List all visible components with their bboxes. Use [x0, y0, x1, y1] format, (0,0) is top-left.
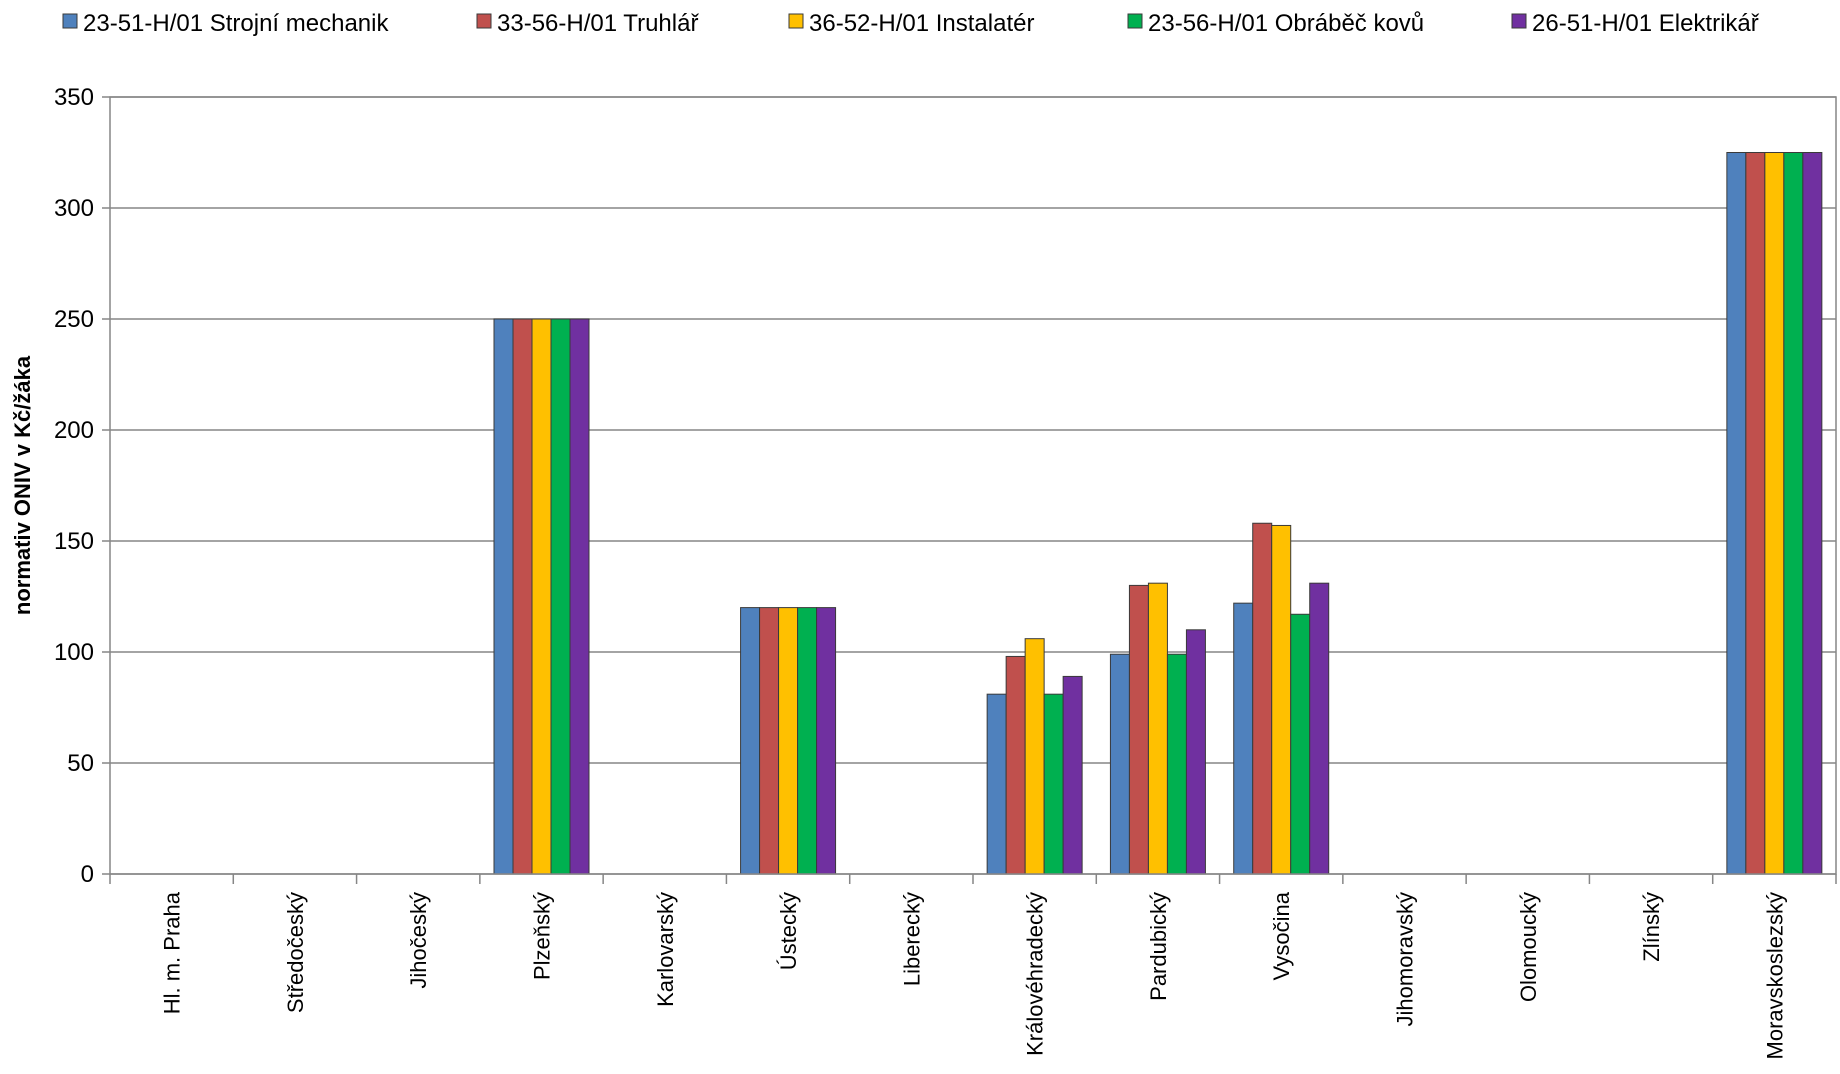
legend-swatch: [1127, 13, 1143, 29]
legend-label: 33-56-H/01 Truhlář: [497, 10, 699, 37]
legend-swatch: [476, 13, 492, 29]
bar: [1726, 152, 1747, 875]
bar: [1271, 524, 1292, 875]
bar: [1109, 653, 1130, 875]
y-tick-label: 100: [54, 639, 94, 666]
bar: [1185, 629, 1206, 875]
y-tick-label: 200: [54, 417, 94, 444]
x-tick-label: Středočeský: [283, 892, 308, 1013]
bar: [797, 607, 818, 875]
x-tick-label: Ústecký: [776, 892, 801, 970]
x-tick-label: Královéhradecký: [1023, 892, 1048, 1056]
x-tick-label: Zlínský: [1639, 892, 1664, 962]
y-tick-label: 250: [54, 306, 94, 333]
y-tick-label: 50: [67, 750, 94, 777]
y-tick-label: 350: [54, 84, 94, 111]
bar: [740, 607, 761, 875]
y-tick-label: 0: [81, 861, 94, 888]
plot-area: [109, 96, 1837, 875]
x-tick-label: Karlovarský: [653, 892, 678, 1007]
bar: [1062, 675, 1083, 875]
x-tick-label: Jihočeský: [406, 892, 431, 989]
bar: [1024, 638, 1045, 875]
bar: [1783, 152, 1804, 875]
y-tick-label: 150: [54, 528, 94, 555]
x-tick-label: Hl. m. Praha: [160, 891, 185, 1014]
bar: [1290, 613, 1311, 875]
bar: [512, 318, 533, 875]
legend-label: 36-52-H/01 Instalatér: [809, 10, 1034, 37]
bar: [1802, 152, 1823, 875]
bar: [778, 607, 799, 875]
bar: [569, 318, 590, 875]
legend-label: 23-56-H/01 Obráběč kovů: [1148, 10, 1424, 37]
bar: [1252, 522, 1273, 875]
legend-label: 26-51-H/01 Elektrikář: [1532, 10, 1760, 37]
bar: [493, 318, 514, 875]
bar: [1764, 152, 1785, 875]
bar: [550, 318, 571, 875]
x-tick-label: Jihomoravský: [1393, 892, 1418, 1026]
bar: [986, 693, 1007, 875]
bar: [1147, 582, 1168, 875]
bar: [816, 607, 837, 875]
x-tick-label: Olomoucký: [1516, 892, 1541, 1002]
x-tick-label: Liberecký: [899, 892, 924, 986]
bar: [1745, 152, 1766, 875]
bar: [531, 318, 552, 875]
bar: [759, 607, 780, 875]
legend-swatch: [1511, 13, 1527, 29]
bar: [1005, 655, 1026, 875]
bar: [1233, 602, 1254, 875]
legend-swatch: [788, 13, 804, 29]
bar: [1166, 653, 1187, 875]
y-axis-label: normativ ONIV v Kč/žáka: [10, 355, 35, 615]
bar: [1043, 693, 1064, 875]
x-tick-label: Vysočina: [1269, 891, 1294, 980]
x-tick-label: Moravskoslezský: [1762, 892, 1787, 1059]
legend-label: 23-51-H/01 Strojní mechanik: [83, 10, 389, 37]
x-tick-label: Plzeňský: [530, 892, 555, 980]
bar: [1309, 582, 1330, 875]
y-tick-label: 300: [54, 195, 94, 222]
x-tick-label: Pardubický: [1146, 892, 1171, 1001]
legend-swatch: [62, 13, 78, 29]
bar: [1128, 584, 1149, 875]
